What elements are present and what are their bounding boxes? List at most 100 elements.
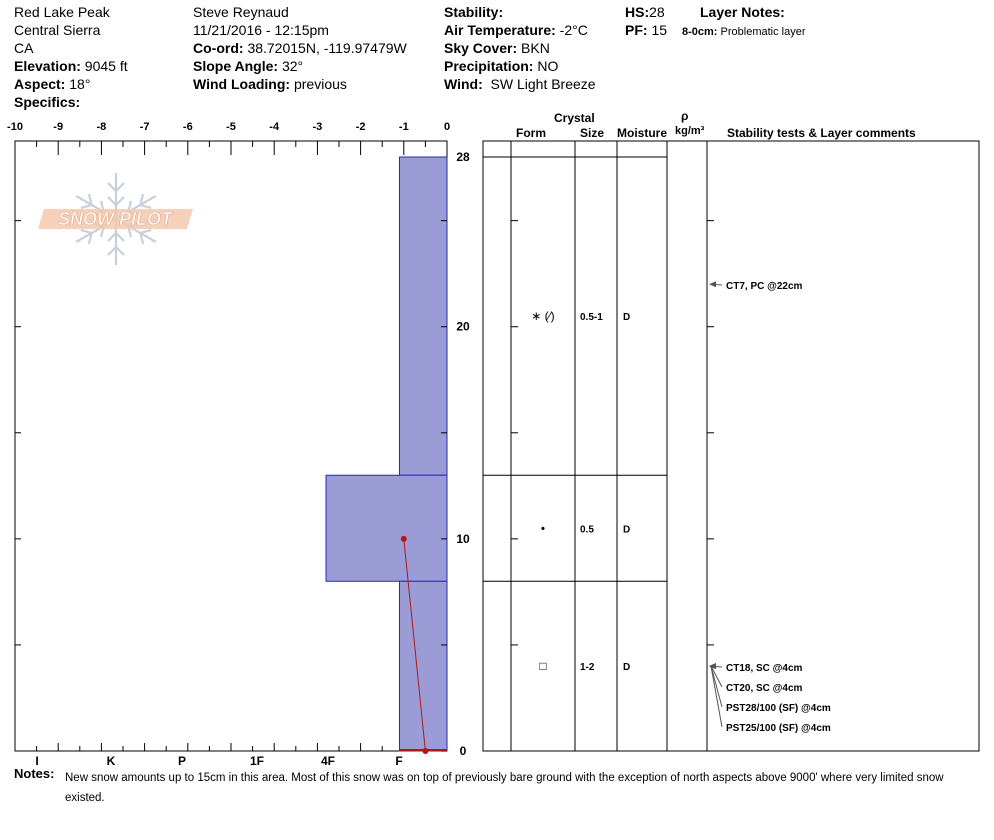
wind-label: Wind:: [444, 76, 483, 92]
grain-form: ∗ (∕): [531, 309, 554, 323]
specifics-label: Specifics:: [14, 94, 81, 110]
hardness-label: I: [35, 754, 38, 768]
mountain-range: Central Sierra: [14, 22, 101, 38]
notes-text: New snow amounts up to 15cm in this area…: [65, 772, 944, 804]
x-tick-label: -5: [226, 121, 236, 133]
precip-value: NO: [537, 58, 559, 74]
layer-note-row: 8-0cm: Problematic layer: [682, 24, 806, 40]
temperature-line: [403, 538, 426, 752]
moisture: D: [623, 524, 630, 535]
air-temp-row: Air Temperature: -2°C: [444, 22, 588, 38]
wind-value: SW Light Breeze: [490, 76, 596, 92]
aspect-row: Aspect: 18°: [14, 76, 90, 92]
comments-header: Stability tests & Layer comments: [727, 126, 916, 140]
slope-label: Slope Angle:: [193, 58, 279, 74]
hardness-label: P: [178, 754, 186, 768]
air-temp-value: -2°C: [559, 22, 588, 38]
plot-frame: [14, 140, 448, 752]
hs-row: HS:28: [625, 4, 665, 20]
form-header: Form: [516, 126, 546, 140]
observation-datetime: 11/21/2016 - 12:15pm: [193, 22, 329, 38]
crystal-header: Crystal: [554, 111, 595, 125]
hardness-bar: [398, 156, 448, 476]
x-tick-label: -6: [183, 121, 193, 133]
wind-loading-row: Wind Loading: previous: [193, 76, 347, 92]
x-tick-label: -10: [7, 121, 23, 133]
notes-label: Notes:: [14, 766, 55, 781]
layer-note-text: Problematic layer: [720, 26, 806, 38]
x-tick-label: -7: [140, 121, 150, 133]
elevation-value: 9045 ft: [84, 58, 128, 74]
grain-size: 1-2: [580, 662, 595, 673]
moisture: D: [623, 312, 630, 323]
aspect-value: 18°: [69, 76, 91, 92]
density-unit-header: kg/m³: [675, 125, 705, 137]
pf-value: 15: [651, 22, 668, 38]
hs-value: 28: [649, 4, 665, 20]
grain-form: □: [539, 659, 546, 673]
x-tick-label: -9: [53, 121, 63, 133]
moisture: D: [623, 662, 630, 673]
sky-cover-value: BKN: [521, 40, 550, 56]
pf-row: PF: 15: [625, 22, 667, 38]
stability-test-label: CT7, PC @22cm: [726, 281, 803, 292]
x-tick-label: -2: [356, 121, 366, 133]
stability-test-arrow: [709, 281, 716, 288]
air-temp-label: Air Temperature:: [444, 22, 556, 38]
hardness-label: K: [107, 754, 116, 768]
stability-test-pointer: [710, 665, 723, 688]
temperature-point: [400, 535, 407, 542]
observer-name: Steve Reynaud: [193, 4, 289, 20]
stability-test-label: CT18, SC @4cm: [726, 663, 803, 674]
wind-loading-value: previous: [293, 76, 347, 92]
slope-row: Slope Angle: 32°: [193, 58, 303, 74]
x-tick-label: -8: [97, 121, 107, 133]
precip-row: Precipitation: NO: [444, 58, 558, 74]
grain-size: 0.5-1: [580, 312, 603, 323]
hardness-label: 4F: [321, 754, 335, 768]
stability-test-pointer: [710, 666, 723, 708]
x-tick-label: -3: [313, 121, 323, 133]
wind-loading-label: Wind Loading:: [193, 76, 291, 92]
coord-value: 38.72015N, -119.97479W: [247, 40, 407, 56]
y-tick-label: 0: [460, 744, 467, 758]
precip-label: Precipitation:: [444, 58, 534, 74]
x-tick-label: 0: [444, 121, 450, 133]
grain-size: 0.5: [580, 524, 594, 535]
x-tick-label: -1: [399, 121, 409, 133]
wind-row: Wind: SW Light Breeze: [444, 76, 596, 92]
coord-label: Co-ord:: [193, 40, 244, 56]
y-tick-label: 20: [456, 320, 470, 334]
stability-test-label: PST28/100 (SF) @4cm: [726, 703, 831, 714]
y-tick-label: 28: [456, 150, 470, 164]
stability-test-pointer: [710, 666, 723, 728]
moisture-header: Moisture: [617, 126, 668, 140]
layer-note-range: 8-0cm:: [682, 26, 718, 38]
stability-test-arrow: [709, 663, 716, 670]
slope-value: 32°: [281, 58, 304, 74]
grain-form: •: [541, 521, 545, 535]
hardness-bar: [398, 580, 448, 752]
stability-test-label: PST25/100 (SF) @4cm: [726, 723, 831, 734]
size-header: Size: [580, 126, 605, 140]
coord-row: Co-ord: 38.72015N, -119.97479W: [193, 40, 407, 56]
hardness-label: F: [395, 754, 402, 768]
rho-header: ρ: [681, 109, 689, 123]
state: CA: [14, 40, 34, 56]
layer-notes-label: Layer Notes:: [700, 4, 785, 20]
sky-cover-row: Sky Cover: BKN: [444, 40, 550, 56]
elevation-row: Elevation: 9045 ft: [14, 58, 128, 74]
hardness-label: 1F: [250, 754, 264, 768]
hs-label: HS:: [625, 4, 650, 20]
stability-label: Stability:: [444, 4, 504, 20]
y-tick-label: 10: [456, 532, 470, 546]
location-name: Red Lake Peak: [14, 4, 110, 20]
hardness-bar: [325, 474, 448, 582]
elevation-label: Elevation:: [14, 58, 81, 74]
sky-cover-label: Sky Cover:: [444, 40, 518, 56]
table-frame: [482, 140, 980, 752]
pf-label: PF:: [625, 22, 648, 38]
aspect-label: Aspect:: [14, 76, 66, 92]
x-tick-label: -4: [269, 121, 280, 133]
